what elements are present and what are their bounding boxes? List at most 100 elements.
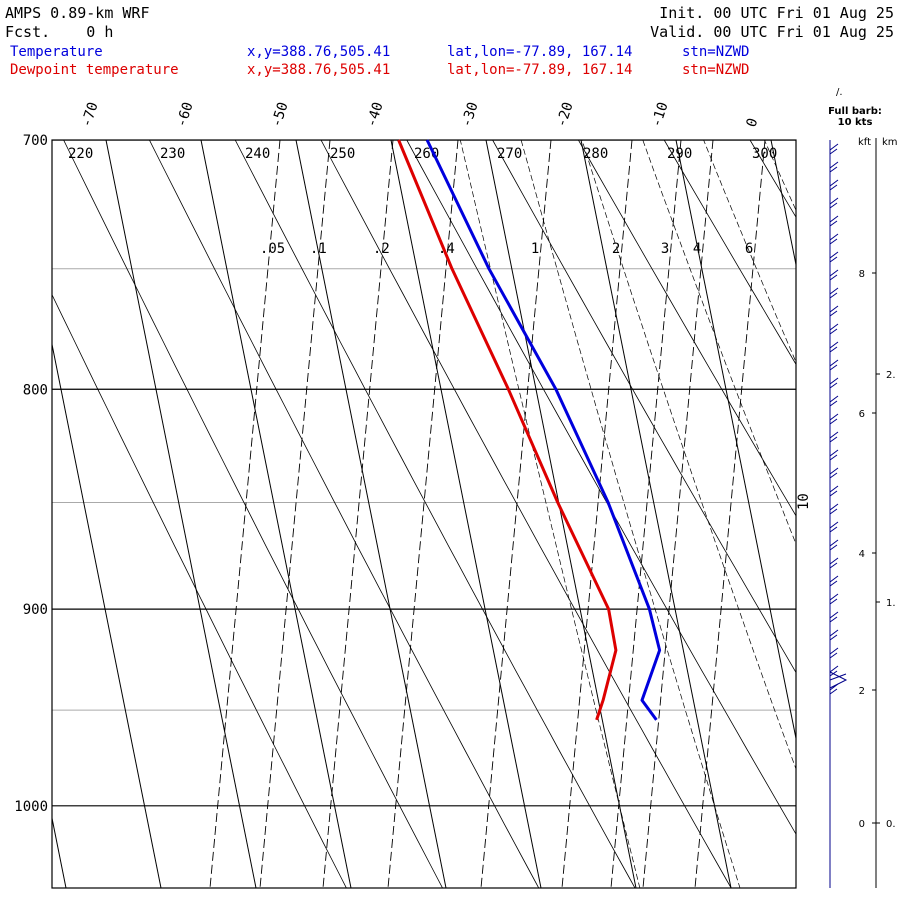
mixing-ratio-label: .05 [260,241,285,257]
isotherm [52,341,162,888]
mixing-ratio-label: 6 [745,241,753,257]
wind-barb [829,611,839,623]
dry-adiabat [148,140,540,888]
moist-adiabat [459,140,641,888]
panel-top-symbol: /. [836,87,843,98]
mixing-ratio-line [259,140,331,888]
pressure-tick-label: 1000 [14,799,48,815]
temp-tick-label: 0 [744,116,762,129]
km-tick-label: 2. [886,370,896,381]
potential-temp-label: 280 [583,146,608,162]
temp-tick-label: -20 [554,100,577,129]
potential-temp-label: 220 [68,146,93,162]
mixing-ratio-line [610,140,682,888]
wind-barb [829,413,839,425]
dewpoint-temperature-profile-line [397,139,618,721]
wind-barb [829,197,839,209]
moist-adiabat [764,140,796,212]
wind-barb [829,557,839,569]
full-barb-value: 10 kts [838,117,873,128]
temp-tick-label: -70 [79,100,102,129]
dry-adiabat [320,140,732,888]
wind-barb [829,395,839,407]
potential-temp-label: 240 [245,146,270,162]
kft-tick-label: 6 [859,409,865,420]
legend-dewpoint-xy: x,y=388.76,505.41 [247,62,391,78]
wind-barb [829,215,839,227]
isotherm [675,140,796,741]
legend-dewpoint-stn: stn=NZWD [682,62,750,78]
moist-adiabat [759,2,900,900]
wind-barb [829,593,839,605]
dry-adiabat [406,140,796,835]
wind-barb [829,503,839,515]
potential-temp-label: 290 [667,146,692,162]
wind-barb [829,161,839,173]
legend-temperature-stn: stn=NZWD [682,44,750,60]
wind-barb [829,143,839,155]
temp-tick-label: -60 [174,100,197,129]
wind-barb [829,323,839,335]
wind-barb [829,539,839,551]
wind-barb [829,485,839,497]
dry-adiabat [577,140,796,517]
wind-barb [829,521,839,533]
wind-barb [829,647,839,659]
side-label: 10 [796,493,812,510]
legend-temperature-latlon: lat,lon=-77.89, 167.14 [447,44,633,60]
legend-temperature-xy: x,y=388.76,505.41 [247,44,391,60]
mixing-ratio-label: .2 [373,241,390,257]
mixing-ratio-line [322,140,394,888]
isotherm [485,140,637,888]
legend-dewpoint-latlon: lat,lon=-77.89, 167.14 [447,62,633,78]
moist-adiabat [642,140,796,545]
mixing-ratio-label: .1 [310,241,327,257]
isotherm [770,140,796,268]
mixing-ratio-line [642,140,714,888]
isotherm [52,815,67,888]
plot-frame [51,139,797,889]
mixing-ratio-label: 1 [531,241,539,257]
km-tick-label: 1. [886,598,896,609]
mixing-ratio-label: 2 [612,241,620,257]
temperature-profile-line [425,139,662,721]
mixing-ratio-line [209,140,281,888]
wind-barb [829,305,839,317]
moist-adiabat [520,140,741,888]
isotherm [200,140,352,888]
isotherm [295,140,447,888]
dry-adiabat [63,140,443,888]
dry-adiabat [749,140,796,218]
wind-barb [829,251,839,263]
wind-barb [829,233,839,245]
kft-tick-label: 0 [859,819,865,830]
dry-adiabat [492,140,796,674]
model-title: AMPS 0.89-km WRF [5,4,150,22]
dry-adiabat [752,2,900,900]
wind-barb [829,341,839,353]
km-tick-label: 0. [886,819,896,830]
wind-barb [829,377,839,389]
isotherm [105,140,257,888]
wind-barb [829,467,839,479]
temp-tick-label: -10 [649,100,672,129]
dry-adiabat [234,140,636,888]
isotherm [866,140,900,888]
temp-tick-label: -40 [364,100,387,129]
potential-temp-label: 300 [752,146,777,162]
wind-barb [829,287,839,299]
dry-adiabat [663,140,796,366]
potential-temp-label: 250 [330,146,355,162]
mixing-ratio-label: 4 [693,241,701,257]
init-time: Init. 00 UTC Fri 01 Aug 25 [659,4,894,22]
temp-tick-label: -30 [459,100,482,129]
pressure-tick-label: 900 [23,602,48,618]
wind-barb [829,629,839,641]
pressure-tick-label: 800 [23,382,48,398]
wind-barb [829,359,839,371]
wind-barb [829,269,839,281]
km-label: km [882,137,898,148]
wind-barb [829,179,839,191]
